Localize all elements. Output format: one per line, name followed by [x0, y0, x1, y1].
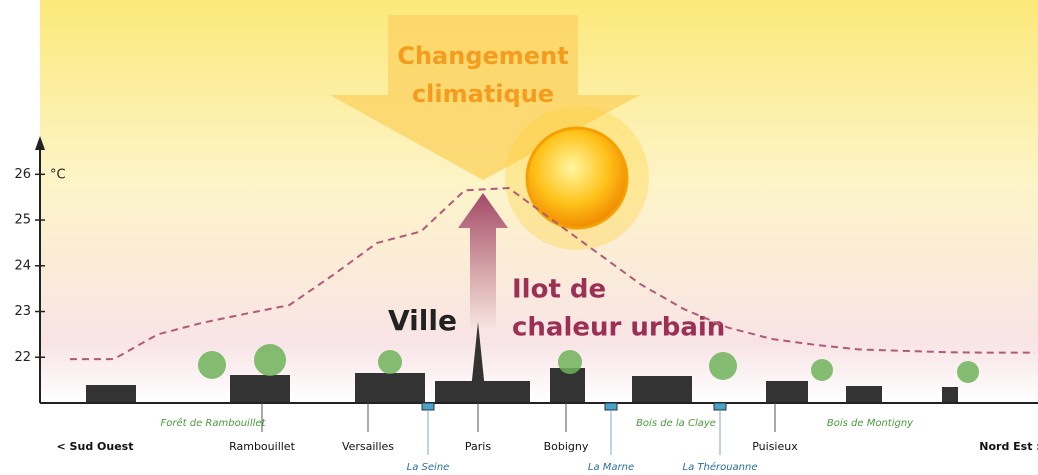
place-label: Bobigny	[544, 440, 589, 453]
place-label: Paris	[465, 440, 491, 453]
effect-line: chaleur urbain	[512, 313, 725, 343]
river	[605, 403, 617, 410]
place-label: < Sud Ouest	[57, 440, 134, 453]
y-tick-label: 24	[14, 258, 31, 273]
river	[714, 403, 726, 410]
cause-line: climatique	[412, 80, 554, 108]
forest-label: Bois de Montigny	[827, 418, 914, 429]
y-tick-label: 25	[14, 213, 31, 228]
forest-label: Bois de la Claye	[636, 418, 716, 429]
forest-label: Forêt de Rambouillet	[161, 417, 267, 429]
y-axis-label: °C	[50, 168, 66, 183]
river-label: La Marne	[588, 462, 634, 473]
river-label: La Seine	[407, 462, 450, 473]
city-label: Ville	[388, 304, 457, 337]
place-label: Versailles	[342, 440, 394, 453]
chart: °C Changement climatique Ilot de chaleur…	[0, 0, 1038, 475]
river	[422, 403, 434, 410]
y-tick-label: 26	[14, 167, 31, 182]
y-tick-label: 23	[14, 304, 31, 319]
cause-line: Changement	[397, 42, 568, 70]
place-label: Nord Est :	[979, 440, 1038, 453]
river-label: La Thérouanne	[683, 461, 758, 473]
y-tick-label: 22	[14, 350, 31, 365]
place-label: Rambouillet	[229, 440, 295, 453]
sun	[505, 106, 649, 250]
place-label: Puisieux	[752, 440, 798, 453]
effect-line: Ilot de	[512, 275, 606, 305]
